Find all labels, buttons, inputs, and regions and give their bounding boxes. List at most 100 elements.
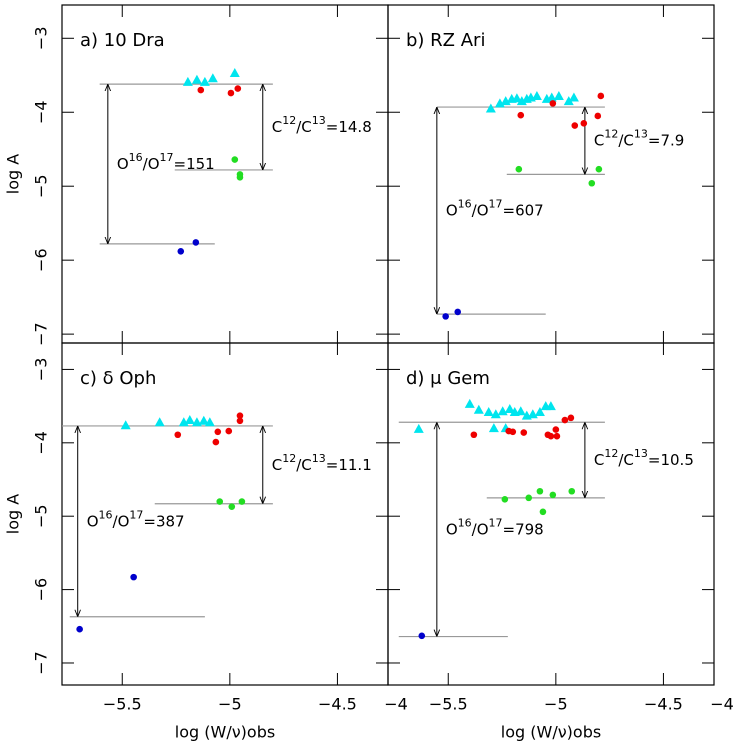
ratio-label-part: /O	[113, 512, 130, 530]
ratio-label: O16/O17=798	[446, 516, 544, 538]
ratio-label-part: 16	[99, 508, 113, 521]
ratio-label-part: O	[446, 520, 458, 538]
data-point	[571, 122, 579, 129]
panel-frame	[61, 4, 389, 344]
ratio-label-part: 17	[129, 508, 143, 521]
ratio-label: O16/O17=607	[446, 197, 544, 219]
x-tick-label: −5	[218, 695, 242, 714]
ratio-label-part: /O	[472, 201, 489, 219]
x-tick-label: −5.5	[103, 695, 142, 714]
ratio-label-part: C	[594, 131, 604, 149]
data-point	[597, 92, 605, 100]
panel-frame	[387, 342, 715, 686]
data-point	[192, 239, 200, 246]
data-point	[588, 179, 596, 187]
ratio-label-part: /C	[618, 131, 634, 149]
data-point	[568, 92, 579, 102]
data-point	[207, 73, 218, 83]
data-point	[227, 89, 235, 97]
panel-title: a) 10 Dra	[80, 30, 165, 51]
data-point	[501, 496, 509, 503]
data-point	[539, 508, 547, 516]
ratio-label-part: 12	[604, 127, 618, 140]
ratio-label-part: =151	[174, 155, 215, 173]
y-tick-label: −4	[32, 100, 51, 124]
data-point	[536, 487, 544, 495]
ratio-label-part: 13	[312, 451, 326, 464]
ratio-label-part: 12	[282, 451, 296, 464]
data-point	[76, 625, 83, 633]
data-point	[229, 68, 240, 78]
data-point	[504, 404, 515, 414]
ratio-label: C12/C13=7.9	[594, 127, 684, 149]
ratio-label-part: =14.8	[326, 118, 372, 136]
data-point	[174, 431, 182, 439]
data-point	[154, 417, 165, 427]
data-point	[483, 406, 494, 416]
data-point	[511, 93, 522, 103]
y-axis-label: log A	[4, 154, 23, 194]
panel: −3 −4 −5 −6 −7 −5.5 −5 −4.5 −4 log A log (W/ν)obs c…	[4, 342, 408, 742]
data-point	[567, 414, 575, 422]
data-point	[509, 428, 517, 436]
data-point	[198, 415, 209, 425]
data-point	[515, 406, 526, 416]
data-point	[464, 398, 475, 408]
ratio-label-part: O	[87, 512, 99, 530]
data-point	[130, 573, 137, 581]
data-point	[177, 247, 185, 255]
data-point	[520, 429, 528, 436]
data-point	[413, 423, 424, 433]
data-point	[236, 417, 244, 425]
ratio-label-part: 13	[312, 114, 326, 127]
data-point	[238, 498, 246, 505]
data-point	[212, 438, 220, 446]
data-point	[184, 415, 195, 425]
ratio-label-part: O	[446, 201, 458, 219]
ratio-label-part: /O	[143, 155, 160, 173]
data-point	[552, 426, 560, 433]
data-point	[197, 86, 205, 94]
x-tick-label: −4	[710, 695, 734, 714]
data-point	[418, 632, 426, 640]
x-tick-label: −5	[544, 695, 568, 714]
ratio-label-part: 12	[282, 114, 296, 127]
y-tick-label: −7	[32, 651, 51, 675]
data-point	[553, 90, 564, 100]
x-tick-label: −5.5	[429, 695, 468, 714]
y-tick-label: −3	[32, 358, 51, 382]
panel: b) RZ Ari C12/C13=7.9 O16/O17=607	[387, 4, 715, 344]
ratio-label-part: 16	[129, 151, 143, 164]
data-point	[182, 76, 193, 86]
y-axis-label: log A	[4, 494, 23, 534]
data-point	[214, 428, 222, 436]
data-point	[473, 404, 484, 414]
ratio-label-part: =387	[143, 512, 184, 530]
data-point	[199, 76, 210, 86]
data-point	[568, 487, 576, 495]
x-axis-label: log (W/ν)obs	[501, 723, 601, 742]
ratio-label-part: 17	[160, 151, 174, 164]
ratio-label-part: 13	[634, 447, 648, 460]
data-point	[225, 427, 233, 435]
data-point	[470, 431, 478, 439]
y-tick-label: −6	[32, 578, 51, 602]
ratio-label: O16/O17=387	[87, 508, 185, 530]
panel-title: d) μ Gem	[406, 368, 490, 389]
data-point	[228, 503, 236, 510]
ratio-label-part: C	[594, 451, 604, 469]
ratio-label-part: 13	[634, 127, 648, 140]
ratio-label-part: 17	[489, 197, 503, 210]
x-tick-label: −4.5	[644, 695, 683, 714]
data-point	[547, 432, 555, 440]
data-point	[517, 111, 525, 119]
ratio-label-part: =10.5	[648, 451, 694, 469]
data-point	[549, 100, 557, 107]
data-point	[549, 491, 557, 499]
ratio-label-part: 12	[604, 447, 618, 460]
data-point	[553, 432, 561, 440]
